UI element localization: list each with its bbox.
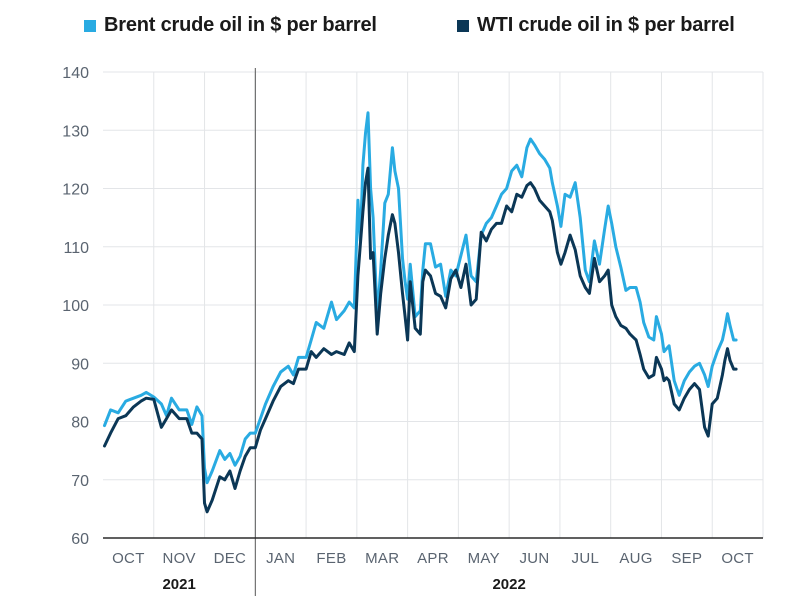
y-tick-label: 120 [62, 182, 89, 199]
x-tick-label: OCT [721, 550, 754, 567]
x-tick-label: FEB [316, 550, 346, 567]
year-label: 2021 [162, 576, 195, 593]
legend: Brent crude oil in $ per barrel WTI crud… [0, 8, 800, 44]
legend-swatch-brent [84, 19, 96, 32]
legend-item-wti: WTI crude oil in $ per barrel [457, 14, 735, 37]
series-line-brent [103, 111, 738, 485]
x-tick-label: MAR [365, 550, 399, 567]
year-label: 2022 [492, 576, 525, 593]
legend-label-wti: WTI crude oil in $ per barrel [477, 14, 735, 36]
y-tick-label: 90 [71, 356, 89, 373]
legend-label-brent: Brent crude oil in $ per barrel [104, 14, 377, 36]
y-tick-label: 100 [62, 298, 89, 315]
x-tick-label: SEP [671, 550, 702, 567]
legend-swatch-wti [457, 19, 469, 32]
x-tick-label: MAY [468, 550, 500, 567]
x-tick-label: APR [417, 550, 449, 567]
y-tick-label: 70 [71, 473, 89, 490]
x-tick-label: JUL [572, 550, 600, 567]
y-tick-label: 140 [62, 65, 89, 82]
y-tick-label: 60 [71, 531, 89, 548]
x-tick-label: JUN [519, 550, 549, 567]
y-tick-label: 110 [63, 240, 89, 257]
x-tick-label: DEC [214, 550, 247, 567]
series-line-wti [103, 166, 738, 514]
legend-item-brent: Brent crude oil in $ per barrel [84, 14, 377, 37]
x-tick-label: AUG [619, 550, 652, 567]
x-tick-label: JAN [266, 550, 295, 567]
x-tick-label: NOV [162, 550, 195, 567]
y-tick-label: 130 [62, 123, 89, 140]
x-tick-label: OCT [112, 550, 145, 567]
y-tick-label: 80 [71, 415, 89, 432]
